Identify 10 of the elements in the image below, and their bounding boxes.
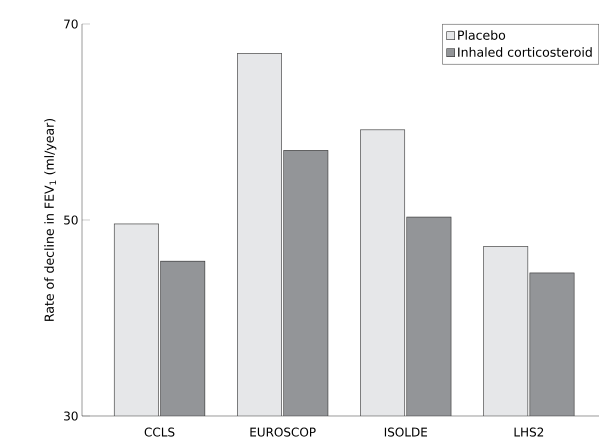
x-tick-label: LHS2	[514, 428, 544, 437]
y-tick-label: 30	[64, 411, 78, 421]
y-tick-label: 70	[64, 19, 78, 29]
y-tick-label: 50	[64, 215, 78, 225]
x-tick-label: ISOLDE	[384, 428, 428, 437]
x-tick-label: EUROSCOP	[250, 428, 316, 437]
x-tick-label: CCLS	[144, 428, 174, 437]
y-axis-title: Rate of decline in FEV$_{1}$ (ml/year)	[44, 118, 56, 321]
legend-label: Inhaled corticosteroid	[458, 47, 592, 57]
legend-label: Placebo	[458, 30, 506, 40]
